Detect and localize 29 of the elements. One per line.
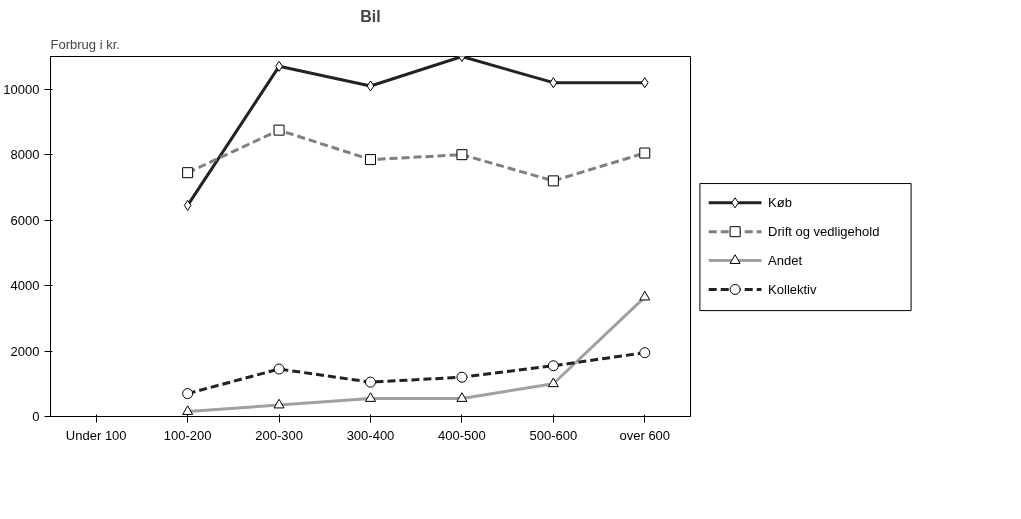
- y-tick-label: 2000: [10, 343, 40, 359]
- x-tick-label: 400-500: [438, 427, 486, 443]
- point: [366, 80, 375, 92]
- x-tick-label: 300-400: [346, 427, 395, 443]
- point: [365, 376, 376, 388]
- x-tick-label: 100-200: [163, 427, 212, 443]
- y-tick-label: 6000: [10, 212, 40, 228]
- legend-label: Drift og vedligehold: [768, 224, 880, 240]
- point: [183, 199, 192, 211]
- x-tick-label: 200-300: [255, 427, 303, 443]
- y-tick-label: 4000: [10, 278, 40, 294]
- legend-label: Køb: [768, 195, 792, 211]
- y-tick-label: 8000: [10, 147, 40, 163]
- point: [640, 77, 649, 89]
- point: [549, 77, 558, 89]
- point: [273, 363, 285, 375]
- legend-label: Kollektiv: [768, 281, 818, 297]
- point: [547, 360, 559, 372]
- point: [639, 347, 651, 359]
- x-tick-label: over 600: [619, 427, 671, 443]
- point: [182, 388, 194, 400]
- legend-label: Andet: [768, 253, 803, 269]
- x-tick-label: Under 100: [65, 427, 127, 443]
- y-tick-label: 0: [32, 409, 40, 424]
- chart-title: Bil: [360, 7, 381, 25]
- point: [456, 371, 468, 383]
- y-axis-title: Forbrug i kr.: [50, 36, 120, 52]
- x-tick-label: 500-600: [529, 427, 578, 443]
- y-tick-label: 10000: [3, 81, 40, 97]
